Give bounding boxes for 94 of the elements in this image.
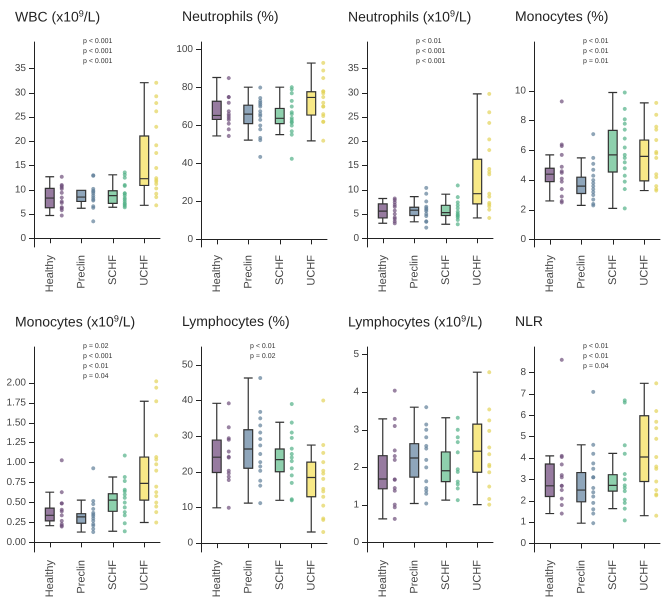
- x-tick-label: Preclin: [75, 255, 88, 289]
- x-tick-label: UCHF: [638, 560, 650, 591]
- x-tick-label: Preclin: [574, 255, 587, 289]
- x-tick-label: UCHF: [304, 560, 317, 591]
- y-tick-label: 0: [20, 232, 26, 244]
- y-tick-label: 0.00: [6, 536, 26, 548]
- y-tick-label: 5: [20, 208, 26, 220]
- y-tick-label: 0: [353, 537, 360, 548]
- x-tick-label: Preclin: [574, 560, 587, 594]
- y-tick-label: 10: [514, 86, 526, 97]
- y-tick-label: 1: [353, 499, 360, 510]
- y-tick-label: 0: [520, 538, 526, 549]
- y-tick-label: 2: [520, 204, 526, 216]
- y-tick-label: 0: [186, 234, 193, 245]
- x-tick-label: Preclin: [408, 560, 420, 594]
- y-tick-label: 0.75: [6, 477, 26, 488]
- x-tick-label: SCHF: [606, 560, 618, 590]
- x-tick-label: UCHF: [138, 254, 150, 286]
- x-tick-label: Healthy: [210, 560, 222, 598]
- y-tick-label: 1: [520, 516, 526, 528]
- y-tick-label: 7: [520, 388, 526, 400]
- x-tick-label: UCHF: [638, 254, 650, 286]
- y-tick-label: 1.75: [6, 397, 26, 408]
- y-tick-label: 15: [348, 160, 360, 172]
- y-tick-label: 100: [176, 44, 193, 56]
- y-tick-label: 10: [348, 184, 360, 196]
- y-tick-label: 4: [520, 174, 526, 186]
- y-tick-label: 4: [520, 452, 526, 464]
- y-tick-label: 20: [181, 466, 193, 478]
- y-tick-label: 35: [14, 63, 26, 74]
- y-tick-label: 3: [520, 474, 526, 485]
- y-tick-label: 3: [353, 424, 360, 436]
- y-tick-label: 40: [181, 158, 193, 169]
- y-tick-label: 20: [181, 196, 193, 207]
- x-tick-label: SCHF: [273, 254, 286, 285]
- y-tick-label: 4: [353, 386, 360, 398]
- x-tick-label: SCHF: [440, 560, 452, 590]
- x-tick-label: UCHF: [471, 560, 484, 591]
- x-tick-label: Preclin: [242, 560, 254, 594]
- chart-title: Lymphocytes (%): [182, 313, 290, 329]
- y-tick-label: 25: [14, 112, 26, 123]
- x-tick-label: SCHF: [440, 254, 452, 285]
- y-tick-label: 20: [14, 136, 26, 147]
- x-tick-label: UCHF: [138, 560, 150, 591]
- y-tick-label: 1.25: [6, 437, 26, 448]
- y-tick-label: 40: [181, 394, 193, 406]
- y-tick-label: 5: [353, 349, 360, 360]
- y-tick-label: 0.25: [6, 516, 26, 528]
- y-tick-label: 80: [181, 82, 193, 94]
- x-tick-label: Healthy: [543, 254, 556, 292]
- y-tick-label: 8: [520, 367, 526, 378]
- x-tick-label: Preclin: [408, 255, 420, 289]
- y-tick-label: 0: [520, 234, 526, 246]
- y-tick-label: 5: [520, 431, 526, 442]
- chart-title: Neutrophils (%): [182, 8, 278, 24]
- x-tick-label: Healthy: [376, 254, 389, 292]
- y-tick-label: 2.00: [6, 377, 26, 388]
- y-tick-label: 50: [181, 359, 193, 370]
- y-tick-label: 0: [186, 538, 193, 549]
- y-tick-label: 8: [520, 115, 526, 126]
- x-tick-label: SCHF: [273, 560, 286, 590]
- y-tick-label: 15: [14, 160, 26, 172]
- y-tick-label: 0.50: [6, 497, 26, 508]
- y-tick-label: 25: [348, 112, 360, 123]
- y-tick-label: 10: [181, 502, 193, 513]
- chart-title: Monocytes (%): [514, 8, 608, 24]
- x-tick-label: Healthy: [44, 254, 56, 292]
- x-tick-label: UCHF: [471, 254, 484, 286]
- y-tick-label: 30: [348, 87, 360, 98]
- y-tick-label: 2: [353, 462, 360, 473]
- y-tick-label: 30: [181, 430, 193, 442]
- x-tick-label: Healthy: [376, 560, 389, 598]
- x-tick-label: Healthy: [44, 560, 56, 598]
- y-tick-label: 35: [348, 63, 360, 74]
- x-tick-label: Preclin: [242, 255, 254, 289]
- y-tick-label: 60: [181, 120, 193, 132]
- y-tick-label: 20: [348, 136, 360, 147]
- y-tick-label: 6: [520, 410, 526, 421]
- x-tick-label: UCHF: [304, 254, 317, 286]
- x-tick-label: SCHF: [606, 254, 618, 285]
- y-tick-label: 30: [14, 87, 26, 98]
- y-tick-label: 10: [14, 184, 26, 196]
- y-tick-label: 1.00: [6, 457, 26, 468]
- x-tick-label: SCHF: [106, 560, 119, 590]
- x-tick-label: Healthy: [543, 560, 556, 598]
- y-tick-label: 1.50: [6, 417, 26, 428]
- chart-title: NLR: [514, 313, 543, 329]
- x-tick-label: Preclin: [75, 560, 88, 594]
- y-tick-label: 6: [520, 144, 526, 156]
- y-tick-label: 5: [353, 208, 360, 220]
- y-tick-label: 0: [353, 232, 360, 244]
- y-tick-label: 2: [520, 495, 526, 506]
- x-tick-label: Healthy: [210, 254, 222, 292]
- x-tick-label: SCHF: [106, 254, 119, 285]
